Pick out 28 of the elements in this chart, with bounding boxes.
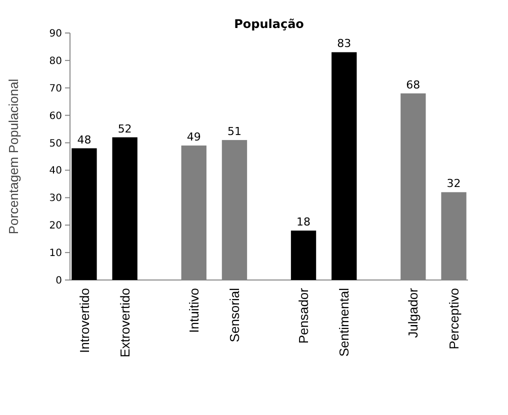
x-tick-label: Pensador [296,287,312,344]
data-label: 52 [118,122,132,136]
data-label: 18 [296,216,311,229]
x-tick-label: Julgador [406,287,421,338]
x-tick-label: Perceptivo [446,288,462,350]
x-tick-label: Intuitivo [186,288,202,333]
y-axis-title: Porcentagem Populacional [6,78,21,234]
x-tick-label: Sensorial [227,288,242,342]
y-tick-label: 20 [49,220,62,232]
y-tick-label: 30 [49,193,62,204]
y-tick-label: 0 [56,276,62,286]
data-label: 49 [186,130,201,144]
data-label: 83 [337,37,352,50]
y-tick-label: 40 [49,166,62,177]
x-tick-label: Introvertido [76,288,92,354]
data-label: 32 [446,177,461,190]
y-tick-label: 80 [49,56,62,67]
data-label: 48 [77,133,92,146]
x-tick-label: Sentimental [336,288,352,357]
chart-title: População [234,17,304,31]
x-tick-label: Extrovertido [117,288,132,358]
y-tick-label: 60 [49,110,62,122]
data-label: 68 [406,78,420,92]
y-tick-label: 50 [49,138,62,150]
y-tick-label: 90 [49,28,62,40]
data-label: 51 [227,125,242,138]
y-tick-label: 70 [49,83,62,94]
y-tick-label: 10 [49,248,62,260]
